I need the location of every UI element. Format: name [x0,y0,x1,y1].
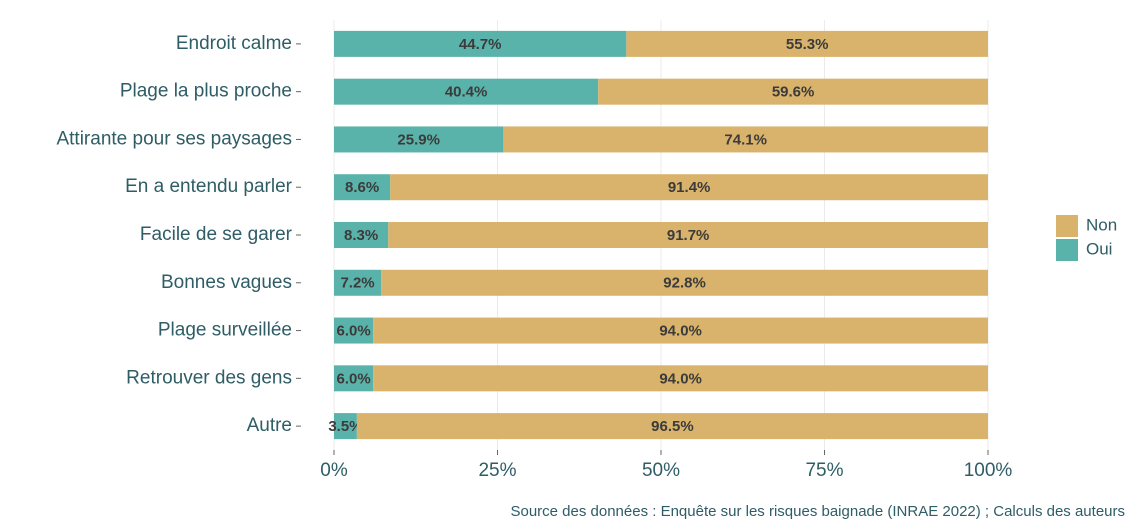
value-label: 6.0% [337,370,371,387]
caption: Source des données : Enquête sur les ris… [510,503,1125,520]
value-label: 8.6% [345,179,379,196]
value-label: 59.6% [772,84,815,101]
legend-swatch [1056,215,1078,237]
category-label: En a entendu parler [125,176,293,197]
x-tick-label: 75% [805,460,843,481]
legend-label: Oui [1086,239,1112,258]
value-label: 25.9% [397,131,440,148]
value-label: 8.3% [344,227,378,244]
bar-segment [334,413,357,440]
value-label: 91.4% [668,179,711,196]
x-tick-label: 100% [964,460,1013,481]
x-tick-label: 50% [642,460,680,481]
bar-segment [334,126,504,153]
value-label: 7.2% [340,275,374,292]
value-label: 40.4% [445,84,488,101]
legend-swatch [1056,239,1078,261]
value-label: 91.7% [667,227,710,244]
bar-segment [381,269,988,296]
category-label: Facile de se garer [140,224,293,245]
bar-segment [626,30,988,57]
bar-segment [373,365,988,392]
value-label: 44.7% [459,36,502,53]
category-label: Endroit calme [176,33,292,54]
value-label: 92.8% [663,275,706,292]
bar-segment [388,222,989,248]
value-label: 94.0% [659,370,702,387]
bar-segment [598,78,988,105]
category-label: Bonnes vagues [161,272,292,293]
bar-segment [334,317,374,344]
x-tick-label: 25% [478,460,516,481]
category-label: Autre [247,415,292,436]
value-label: 96.5% [651,418,694,435]
bar-segment [356,413,988,440]
bar-segment [334,30,627,57]
value-label: 94.0% [659,323,702,340]
category-label: Plage surveillée [158,320,292,341]
x-tick-label: 0% [320,460,348,481]
value-label: 6.0% [337,323,371,340]
category-label: Attirante pour ses paysages [56,128,292,149]
category-label: Plage la plus proche [120,81,292,102]
bar-segment [373,317,988,344]
bar-segment [334,365,374,392]
bar-segment [334,174,391,201]
value-label: 3.5% [328,418,362,435]
category-label: Retrouver des gens [126,367,292,388]
bar-segment [390,174,988,201]
bar-segment [503,126,988,153]
value-label: 74.1% [724,131,767,148]
bar-segment [334,222,389,248]
value-label: 55.3% [786,36,829,53]
bar-segment [334,78,599,105]
legend-label: Non [1086,215,1117,234]
bar-segment [334,269,382,296]
